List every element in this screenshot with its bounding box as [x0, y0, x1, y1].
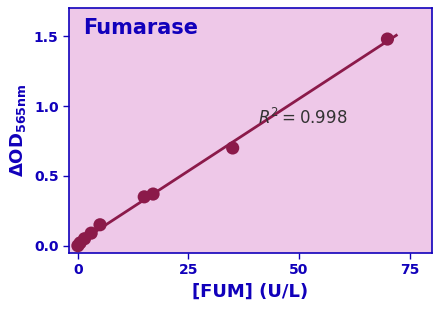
Text: $R^2 = 0.998$: $R^2 = 0.998$ — [257, 108, 347, 128]
Point — [88, 231, 95, 236]
Point — [81, 236, 88, 241]
Point — [96, 222, 103, 227]
Text: Fumarase: Fumarase — [84, 18, 198, 38]
Point — [384, 36, 391, 41]
X-axis label: [FUM] (U/L): [FUM] (U/L) — [192, 283, 308, 301]
Y-axis label: $\mathbf{\Delta OD_{565nm}}$: $\mathbf{\Delta OD_{565nm}}$ — [8, 84, 28, 177]
Point — [74, 243, 81, 248]
Point — [77, 240, 84, 245]
Point — [229, 146, 236, 150]
Point — [150, 192, 157, 197]
Point — [141, 194, 148, 199]
